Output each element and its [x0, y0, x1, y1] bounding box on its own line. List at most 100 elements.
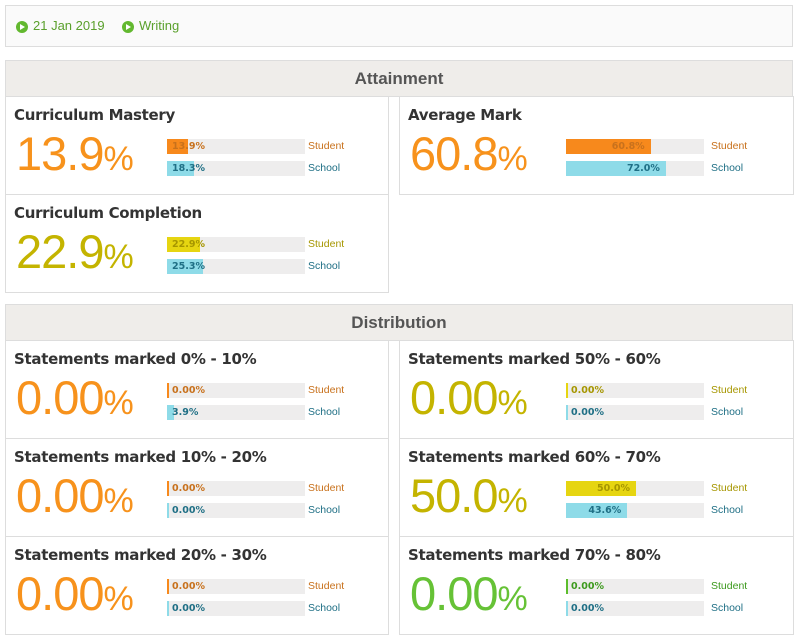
bar-value-label: 0.00% — [571, 407, 604, 418]
bar — [169, 405, 175, 420]
metric-card: Statements marked 0% - 10% 0.00% 0.00% Stud… — [5, 340, 389, 439]
legend-label: Student — [308, 580, 345, 592]
big-value: 60.8% — [410, 129, 528, 191]
legend-label: School — [711, 602, 744, 614]
big-value: 0.00% — [16, 373, 134, 435]
bar-track: 50.0% — [566, 481, 704, 496]
bar-track: 18.3% — [167, 161, 305, 176]
big-number: 0.00 — [16, 371, 104, 424]
bar-value-label: 0.00% — [172, 603, 205, 614]
card-title: Statements marked 50% - 60% — [408, 350, 661, 368]
metric-card: Curriculum Mastery 13.9% 13.9% Student 18.3%… — [5, 96, 389, 195]
metric-card: Statements marked 50% - 60% 0.00% 0.00% Stu… — [399, 340, 794, 439]
bar-track: 43.6% — [566, 503, 704, 518]
bar-value-label: 22.9% — [172, 239, 205, 250]
legend-label: Student — [711, 384, 748, 396]
bar-value-label: 43.6% — [588, 505, 622, 516]
big-value: 0.00% — [410, 373, 528, 435]
card-title: Statements marked 20% - 30% — [14, 546, 267, 564]
legend-label: School — [711, 162, 744, 174]
bar-track: 0.00% — [167, 481, 305, 496]
bar — [169, 139, 188, 154]
legend-label: School — [711, 504, 744, 516]
metric-card: Statements marked 70% - 80% 0.00% 0.00% Stu… — [399, 536, 794, 635]
metric-card: Average Mark 60.8% 60.8% Student 72.0% School — [399, 96, 794, 195]
big-number: 0.00 — [410, 567, 498, 620]
bar-track: 3.9% — [167, 405, 305, 420]
card-title: Average Mark — [408, 106, 522, 124]
bar-track: 0.00% — [566, 601, 704, 616]
bar-track: 0.00% — [167, 383, 305, 398]
bar-track: 0.00% — [566, 383, 704, 398]
bar — [169, 161, 194, 176]
legend-label: School — [711, 406, 744, 418]
date[interactable]: 21 Jan 2019 — [33, 18, 105, 33]
bar-track: 13.9% — [167, 139, 305, 154]
legend-label: Student — [308, 140, 345, 152]
metric-card: Curriculum Completion 22.9% 22.9% Student 25… — [5, 194, 389, 293]
play-icon — [16, 21, 28, 33]
bar-value-label: 0.00% — [571, 385, 604, 396]
big-value: 0.00% — [16, 471, 134, 533]
big-unit: % — [497, 140, 528, 178]
bar-track: 22.9% — [167, 237, 305, 252]
legend-label: Student — [711, 482, 748, 494]
legend-label: School — [308, 162, 341, 174]
bar-value-label: 0.00% — [571, 581, 604, 592]
bar-track: 0.00% — [167, 579, 305, 594]
bar — [568, 481, 636, 496]
big-number: 0.00 — [410, 371, 498, 424]
big-value: 0.00% — [410, 569, 528, 631]
bar-value-label: 0.00% — [571, 603, 604, 614]
bar-track: 0.00% — [167, 503, 305, 518]
section-title: Attainment — [5, 60, 793, 97]
big-value: 50.0% — [410, 471, 528, 533]
metric-card: Statements marked 60% - 70% 50.0% 50.0% Stu… — [399, 438, 794, 537]
card-title: Statements marked 0% - 10% — [14, 350, 257, 368]
legend-label: Student — [308, 384, 345, 396]
big-number: 13.9 — [16, 127, 104, 180]
bar-value-label: 18.3% — [172, 163, 205, 174]
big-value: 0.00% — [16, 569, 134, 631]
big-unit: % — [103, 482, 134, 520]
bar-track: 0.00% — [167, 601, 305, 616]
big-number: 50.0 — [410, 469, 498, 522]
card-title: Curriculum Mastery — [14, 106, 175, 124]
bar-track: 0.00% — [566, 405, 704, 420]
bar — [568, 503, 628, 518]
big-unit: % — [497, 384, 528, 422]
bar-value-label: 3.9% — [172, 407, 199, 418]
legend-label: Student — [711, 140, 748, 152]
big-value: 13.9% — [16, 129, 134, 191]
bar-value-label: 0.00% — [172, 385, 205, 396]
bar-track: 0.00% — [566, 579, 704, 594]
bar-value-label: 50.0% — [597, 483, 630, 494]
bar-value-label: 0.00% — [172, 505, 205, 516]
big-unit: % — [497, 580, 528, 618]
bar-track: 25.3% — [167, 259, 305, 274]
bar — [568, 139, 651, 154]
big-unit: % — [103, 140, 134, 178]
bar-track: 72.0% — [566, 161, 704, 176]
bar — [169, 259, 204, 274]
big-value: 22.9% — [16, 227, 134, 289]
card-title: Statements marked 60% - 70% — [408, 448, 661, 466]
legend-label: School — [308, 504, 341, 516]
big-number: 0.00 — [16, 567, 104, 620]
big-number: 0.00 — [16, 469, 104, 522]
metric-card: Statements marked 20% - 30% 0.00% 0.00% Stu… — [5, 536, 389, 635]
subject[interactable]: Writing — [139, 18, 180, 33]
card-title: Curriculum Completion — [14, 204, 202, 222]
bar-value-label: 25.3% — [172, 261, 205, 272]
big-unit: % — [497, 482, 528, 520]
legend-label: Student — [308, 238, 345, 250]
legend-label: School — [308, 260, 341, 272]
legend-label: Student — [711, 580, 748, 592]
big-unit: % — [103, 580, 134, 618]
bar-value-label: 60.8% — [611, 141, 645, 152]
bar-value-label: 0.00% — [172, 483, 205, 494]
card-title: Statements marked 70% - 80% — [408, 546, 661, 564]
big-unit: % — [103, 384, 134, 422]
header-bar: 21 Jan 2019 Writing — [5, 5, 793, 47]
